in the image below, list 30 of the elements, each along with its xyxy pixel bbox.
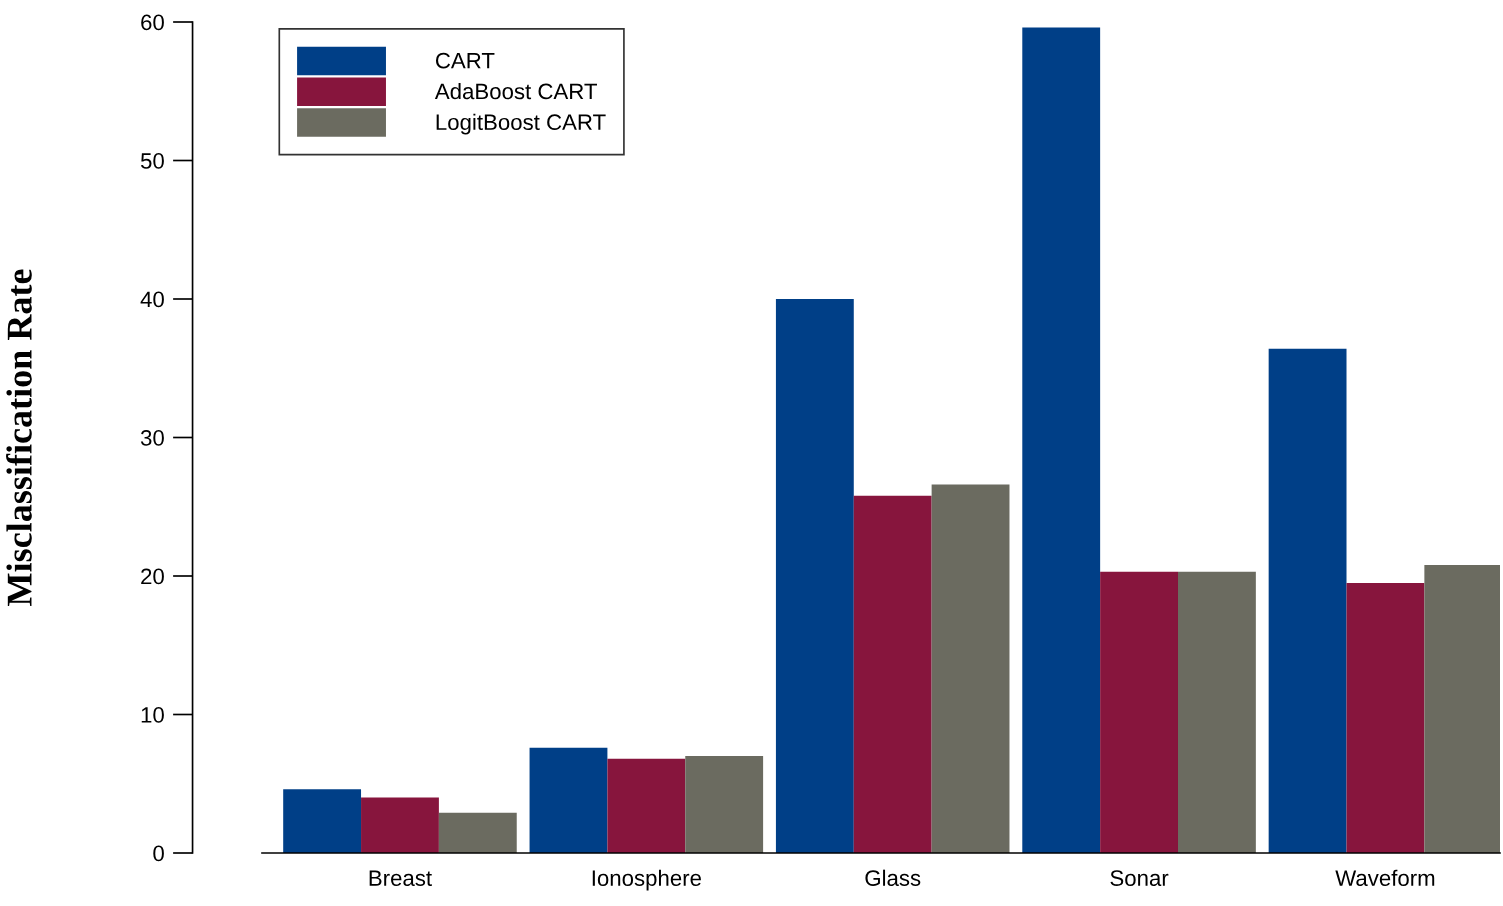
- bar: [529, 747, 608, 853]
- x-tick-label: Breast: [369, 870, 432, 886]
- bar: [853, 495, 932, 853]
- bar: [1178, 571, 1256, 853]
- y-tick-label: 60: [141, 14, 164, 31]
- bar: [1268, 348, 1347, 853]
- x-tick-label: Sonar: [1110, 870, 1169, 886]
- bar: [438, 812, 517, 853]
- bar: [775, 299, 854, 853]
- bar: [685, 756, 764, 853]
- bar: [607, 758, 686, 853]
- bar: [931, 484, 1010, 853]
- bar: [1100, 571, 1178, 853]
- y-tick-label: 40: [140, 291, 164, 308]
- bar: [361, 797, 439, 853]
- bar: [283, 789, 362, 853]
- y-tick-label: 30: [140, 430, 164, 446]
- y-tick-label: 10: [141, 707, 164, 723]
- bar: [1022, 27, 1101, 853]
- legend-label: CART: [435, 52, 495, 69]
- y-axis-title: Misclassification Rate: [6, 269, 32, 606]
- legend-label: AdaBoost CART: [434, 82, 597, 100]
- x-tick-label: Glass: [865, 869, 921, 886]
- bar: [1346, 582, 1425, 853]
- y-tick-label: 20: [141, 568, 164, 585]
- y-tick-label: 0: [153, 845, 164, 862]
- x-tick-label: Waveform: [1335, 869, 1435, 886]
- legend-label: LogitBoost CART: [436, 113, 606, 135]
- y-tick-label: 50: [140, 153, 164, 169]
- x-tick-label: Ionosphere: [592, 869, 701, 891]
